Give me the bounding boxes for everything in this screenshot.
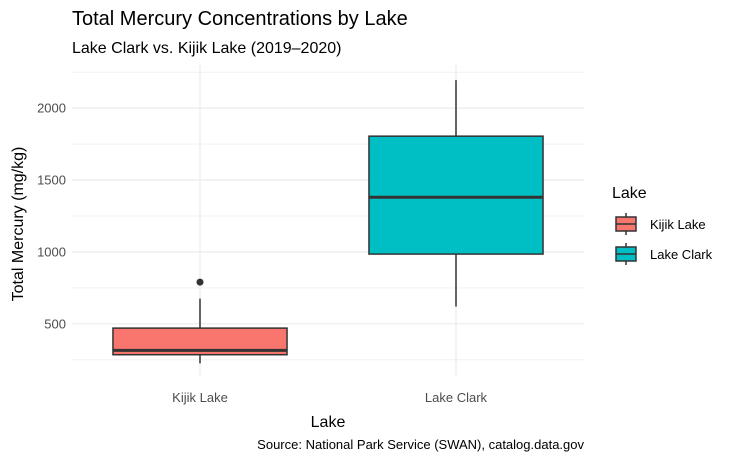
x-axis-ticks: Kijik Lake Lake Clark	[172, 390, 487, 405]
legend-label: Kijik Lake	[650, 217, 706, 232]
chart-caption: Source: National Park Service (SWAN), ca…	[257, 437, 584, 452]
box-kijik-lake	[112, 278, 288, 364]
legend-item: Lake Clark	[615, 243, 713, 265]
legend-title: Lake	[612, 185, 647, 202]
y-tick-label: 1000	[37, 244, 66, 259]
x-tick-label: Lake Clark	[425, 390, 488, 405]
x-tick-label: Kijik Lake	[172, 390, 228, 405]
outlier-point	[196, 278, 204, 286]
y-tick-label: 2000	[37, 101, 66, 116]
y-axis-ticks: 500 1000 1500 2000	[37, 101, 66, 332]
box-body	[368, 135, 544, 255]
x-axis-title: Lake	[311, 414, 346, 431]
y-tick-label: 500	[44, 316, 66, 331]
legend-items: Kijik Lake Lake Clark	[615, 213, 713, 265]
y-axis-title: Total Mercury (mg/kg)	[10, 147, 27, 302]
chart-subtitle: Lake Clark vs. Kijik Lake (2019–2020)	[72, 40, 341, 57]
legend-label: Lake Clark	[650, 247, 713, 262]
legend: Lake Kijik Lake Lake Clark	[612, 185, 713, 265]
chart-title: Total Mercury Concentrations by Lake	[72, 8, 408, 30]
box-series	[112, 80, 544, 364]
box-lake-clark	[368, 80, 544, 307]
y-tick-label: 1500	[37, 173, 66, 188]
legend-item: Kijik Lake	[615, 213, 706, 235]
